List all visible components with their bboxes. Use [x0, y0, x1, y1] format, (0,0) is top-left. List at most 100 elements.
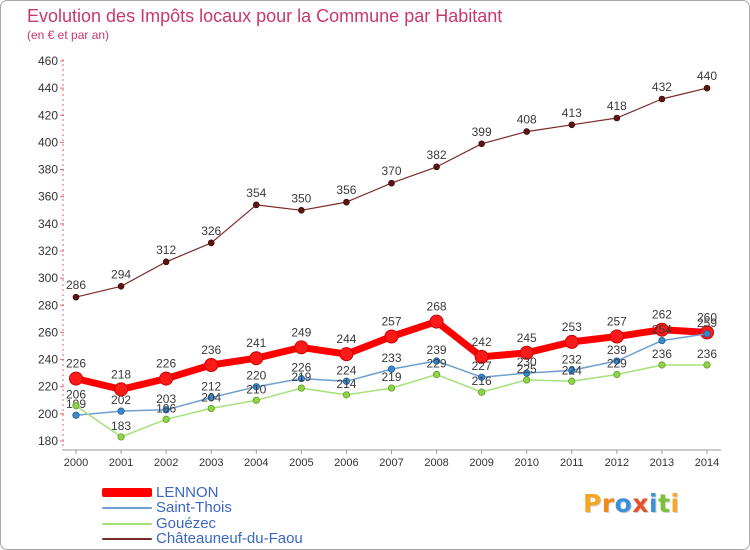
- data-label-lennon-2012: 257: [607, 315, 627, 329]
- data-label-saint-thois-2013: 254: [652, 323, 672, 337]
- data-point-saint-thois-2009: [478, 373, 486, 381]
- data-label-lennon-2010: 245: [517, 331, 537, 345]
- data-point-saint-thois-2012: [613, 357, 621, 365]
- data-label-lennon-2014: 260: [697, 310, 717, 324]
- data-point-lennon-2013: [654, 322, 669, 337]
- data-label-chateauneuf-du-faou-2013: 432: [652, 80, 672, 94]
- data-label-lennon-2000: 226: [66, 357, 86, 371]
- x-tick-label-2009: 2009: [469, 457, 493, 469]
- data-label-saint-thois-2009: 227: [472, 359, 492, 373]
- data-label-gouezec-2006: 214: [336, 377, 356, 391]
- legend-swatch-lennon: [102, 488, 152, 497]
- data-point-gouezec-2011: [568, 377, 576, 385]
- y-tick-label-300: 300: [38, 271, 58, 285]
- y-tick-label-440: 440: [38, 81, 58, 95]
- logo-letter: t: [658, 489, 671, 518]
- data-label-chateauneuf-du-faou-2012: 418: [607, 99, 627, 113]
- data-label-saint-thois-2004: 220: [246, 369, 266, 383]
- data-label-lennon-2001: 218: [111, 367, 131, 381]
- data-label-gouezec-2003: 204: [201, 390, 221, 404]
- data-label-lennon-2009: 242: [472, 335, 492, 349]
- logo-letter: o: [614, 489, 633, 518]
- data-label-lennon-2008: 268: [427, 300, 447, 314]
- data-label-saint-thois-2003: 212: [201, 380, 221, 394]
- data-label-gouezec-2013: 236: [652, 347, 672, 361]
- x-tick-label-2008: 2008: [424, 457, 448, 469]
- x-tick-label-2010: 2010: [514, 457, 538, 469]
- proxiti-logo: Proxiti: [583, 488, 680, 520]
- data-point-gouezec-2007: [387, 384, 396, 392]
- y-tick-label-320: 320: [38, 244, 58, 258]
- data-point-chateauneuf-du-faou-2008: [433, 163, 440, 171]
- y-tick-label-400: 400: [38, 135, 58, 149]
- y-tick-label-240: 240: [38, 353, 58, 367]
- y-tick-label-340: 340: [38, 217, 58, 231]
- legend-item-chateauneuf-du-faou: Châteauneuf-du-Faou: [100, 531, 360, 546]
- legend-item-gouezec: Gouézec: [100, 516, 360, 531]
- data-point-lennon-2003: [204, 358, 219, 372]
- data-label-lennon-2006: 244: [336, 332, 356, 346]
- data-label-gouezec-2012: 229: [607, 357, 627, 371]
- data-label-lennon-2002: 226: [156, 357, 176, 371]
- data-point-chateauneuf-du-faou-2009: [478, 140, 485, 148]
- data-label-lennon-2004: 241: [246, 336, 266, 350]
- data-label-chateauneuf-du-faou-2004: 354: [246, 186, 266, 200]
- line-chart: 180 200 220 240 260 280 300 320 340 360 380 400 420 4…: [38, 54, 721, 469]
- data-label-saint-thois-2005: 226: [291, 361, 311, 375]
- data-label-chateauneuf-du-faou-2001: 294: [111, 267, 131, 281]
- data-point-gouezec-2014: [703, 361, 711, 369]
- data-point-gouezec-2001: [117, 433, 125, 441]
- data-point-gouezec-2013: [658, 361, 666, 369]
- data-label-chateauneuf-du-faou-2010: 408: [517, 113, 537, 127]
- data-point-lennon-2012: [609, 329, 624, 344]
- y-tick-label-360: 360: [38, 190, 58, 204]
- data-point-gouezec-2012: [613, 370, 621, 379]
- data-label-saint-thois-2008: 239: [427, 343, 447, 357]
- data-point-chateauneuf-du-faou-2014: [703, 84, 711, 92]
- data-point-saint-thois-2007: [387, 365, 396, 373]
- x-tick-label-2005: 2005: [289, 457, 313, 469]
- legend-swatch-chateauneuf-du-faou: [102, 537, 152, 540]
- data-point-lennon-2004: [249, 351, 264, 366]
- x-tick-label-2006: 2006: [334, 457, 358, 469]
- data-label-gouezec-2011: 224: [562, 363, 582, 377]
- data-label-lennon-2005: 249: [291, 325, 311, 339]
- data-point-lennon-2007: [384, 329, 399, 344]
- data-label-chateauneuf-du-faou-2005: 350: [291, 191, 311, 205]
- legend-label-saint-thois: Saint-Thois: [156, 499, 232, 517]
- logo-letter: P: [583, 489, 602, 518]
- data-point-saint-thois-2002: [162, 406, 170, 414]
- chart-title: Evolution des Impôts locaux pour la Comm…: [27, 6, 503, 26]
- legend-item-saint-thois: Saint-Thois: [100, 500, 360, 515]
- y-tick-label-180: 180: [38, 434, 58, 448]
- x-tick-label-2002: 2002: [154, 457, 178, 469]
- data-label-chateauneuf-du-faou-2007: 370: [381, 164, 401, 178]
- data-label-chateauneuf-du-faou-2003: 326: [201, 224, 221, 238]
- data-point-gouezec-2006: [342, 391, 351, 399]
- data-point-chateauneuf-du-faou-2005: [298, 206, 305, 214]
- data-point-chateauneuf-du-faou-2001: [117, 282, 125, 290]
- data-label-gouezec-2005: 219: [291, 370, 311, 384]
- data-point-lennon-2011: [564, 334, 579, 349]
- data-point-chateauneuf-du-faou-2004: [252, 201, 260, 209]
- data-point-gouezec-2010: [523, 376, 531, 384]
- data-point-lennon-2010: [519, 345, 534, 360]
- legend-swatch-saint-thois: [102, 507, 152, 510]
- data-point-gouezec-2003: [207, 404, 215, 413]
- data-point-saint-thois-2001: [117, 407, 125, 415]
- data-point-chateauneuf-du-faou-2013: [658, 95, 666, 103]
- legend-label-chateauneuf-du-faou: Châteauneuf-du-Faou: [156, 529, 303, 547]
- data-label-gouezec-2004: 210: [246, 382, 266, 396]
- data-label-saint-thois-2001: 202: [111, 393, 131, 407]
- data-label-chateauneuf-du-faou-2009: 399: [472, 125, 492, 139]
- data-point-saint-thois-2003: [207, 393, 215, 402]
- y-tick-label-280: 280: [38, 298, 58, 312]
- data-label-saint-thois-2012: 239: [607, 343, 627, 357]
- data-label-chateauneuf-du-faou-2000: 286: [66, 278, 86, 292]
- data-label-gouezec-2007: 219: [381, 370, 401, 384]
- data-point-lennon-2005: [294, 340, 309, 355]
- data-label-gouezec-2014: 236: [697, 347, 717, 361]
- x-tick-label-2013: 2013: [650, 457, 674, 469]
- data-point-chateauneuf-du-faou-2012: [613, 114, 621, 122]
